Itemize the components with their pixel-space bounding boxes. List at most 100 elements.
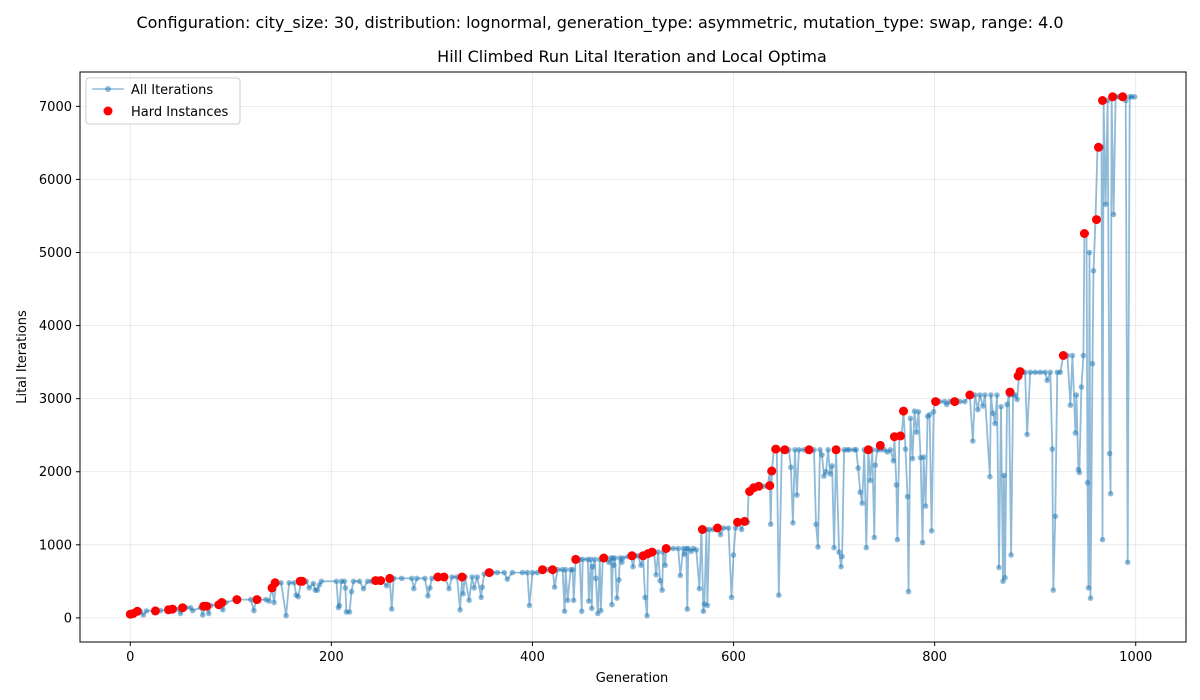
all-iterations-point: [871, 534, 878, 541]
all-iterations-point: [657, 577, 663, 584]
all-iterations-point: [1072, 430, 1079, 436]
all-iterations-point: [143, 608, 150, 614]
all-iterations-point: [638, 562, 644, 569]
hard-instance-point: [1015, 367, 1025, 377]
all-iterations-point: [821, 473, 827, 479]
all-iterations-point: [1024, 431, 1030, 438]
hard-instance-point: [1108, 92, 1118, 102]
all-iterations-point: [863, 544, 870, 551]
all-iterations-point: [248, 596, 254, 603]
all-iterations-point: [706, 526, 713, 533]
all-iterations-point: [1001, 472, 1007, 479]
all-iterations-point: [348, 588, 355, 595]
all-iterations-point: [815, 544, 821, 550]
all-iterations-point: [681, 551, 688, 558]
all-iterations-point: [446, 585, 452, 592]
all-iterations-point: [915, 409, 922, 415]
all-iterations-point: [271, 599, 277, 606]
all-iterations-point: [592, 556, 598, 563]
y-tick-label: 2000: [39, 465, 72, 480]
all-iterations-point: [460, 591, 466, 597]
x-axis-label: Generation: [596, 671, 669, 686]
all-iterations-point: [992, 420, 998, 427]
hard-instance-point: [484, 568, 494, 578]
hard-instance-point: [1005, 387, 1015, 397]
all-iterations-point: [295, 593, 302, 600]
all-iterations-point: [616, 577, 622, 583]
all-iterations-point: [469, 574, 475, 580]
all-iterations-point: [306, 585, 313, 591]
all-iterations-point: [913, 429, 920, 436]
all-iterations-point: [675, 545, 681, 552]
all-iterations-point: [1027, 369, 1033, 376]
y-tick-label: 3000: [39, 392, 72, 407]
hard-instance-point: [1118, 92, 1128, 102]
all-iterations-point: [890, 458, 897, 464]
all-iterations-point: [1085, 585, 1092, 591]
all-iterations-point: [684, 606, 691, 612]
all-iterations-point: [788, 464, 794, 471]
hard-instance-point: [457, 572, 467, 582]
hard-instance-point: [571, 554, 581, 564]
hard-instance-point: [765, 481, 775, 491]
hard-instance-point: [767, 466, 777, 476]
all-iterations-point: [670, 545, 676, 552]
all-iterations-point: [630, 563, 636, 570]
hard-instance-point: [899, 406, 908, 416]
all-iterations-point: [1069, 352, 1076, 359]
all-iterations-point: [728, 594, 735, 601]
all-iterations-point: [846, 447, 852, 453]
all-iterations-point: [857, 489, 863, 496]
all-iterations-point: [609, 601, 615, 608]
all-iterations-point: [364, 578, 371, 585]
all-iterations-point: [140, 612, 147, 618]
all-iterations-point: [586, 598, 592, 604]
all-iterations-point: [725, 525, 732, 531]
hard-instance-point: [217, 598, 227, 607]
all-iterations-point: [1080, 352, 1087, 359]
all-iterations-point: [975, 406, 981, 413]
all-iterations-point: [662, 562, 668, 569]
all-iterations-point: [904, 493, 911, 500]
chart-suptitle: Configuration: city_size: 30, distributi…: [136, 13, 1063, 33]
grid: [80, 72, 1186, 642]
hard-instance-point: [548, 565, 558, 575]
all-iterations-point: [291, 580, 298, 586]
all-iterations-point: [411, 585, 417, 592]
all-iterations-point: [987, 474, 993, 480]
all-iterations-point: [977, 392, 983, 398]
all-iterations-point: [1076, 469, 1083, 476]
all-iterations-point: [990, 410, 996, 417]
all-iterations-point: [501, 569, 508, 576]
hard-instance-point: [168, 604, 177, 614]
hard-instance-point: [780, 445, 790, 455]
all-iterations-point: [794, 492, 800, 498]
all-iterations-point: [414, 575, 420, 582]
legend-label-all-iterations: All Iterations: [131, 83, 213, 98]
all-iterations-point: [341, 578, 348, 585]
x-ticks: 0 200 400 600 800 1000: [126, 642, 1152, 665]
all-iterations-point: [776, 592, 782, 598]
all-iterations-point: [855, 465, 861, 471]
all-iterations-point: [1037, 369, 1043, 376]
all-iterations-point: [504, 576, 511, 582]
all-iterations-point: [1047, 369, 1054, 376]
hard-instance-point: [804, 445, 814, 455]
all-iterations-point: [905, 588, 912, 595]
y-ticks: 0 1000 2000 3000 4000 5000 6000 7000: [39, 100, 80, 626]
all-iterations-point: [205, 610, 212, 617]
all-iterations-point: [907, 415, 914, 422]
all-iterations-point: [590, 563, 596, 570]
all-iterations-point: [474, 574, 481, 580]
hard-instance-point: [202, 601, 212, 611]
all-iterations-point: [836, 549, 842, 555]
all-iterations-point: [612, 555, 618, 561]
all-iterations-point: [310, 580, 317, 587]
all-iterations-point: [839, 553, 845, 560]
legend-hard-marker: [103, 106, 113, 116]
all-iterations-point: [593, 575, 599, 582]
hard-instance-point: [647, 547, 657, 557]
all-iterations-point: [551, 584, 558, 590]
all-iterations-point: [717, 531, 724, 538]
